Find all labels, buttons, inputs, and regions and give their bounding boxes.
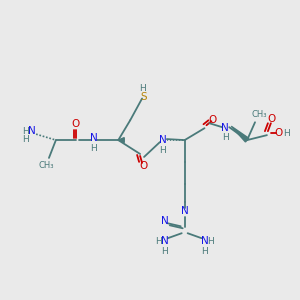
Text: O: O [268,114,276,124]
Text: H: H [201,247,208,256]
Text: H: H [155,237,162,246]
Text: N: N [161,236,169,246]
Text: H: H [207,237,214,246]
Text: O: O [72,119,80,129]
Text: H: H [160,146,166,154]
Text: N: N [90,133,98,143]
Text: O: O [139,161,147,171]
Text: N: N [221,123,229,133]
Text: N: N [28,126,36,136]
Text: H: H [139,84,145,93]
Text: N: N [201,236,208,246]
Text: H: H [161,247,168,256]
Text: H: H [22,127,28,136]
Text: N: N [159,135,167,145]
Text: H: H [22,135,28,144]
Text: S: S [141,92,147,101]
Polygon shape [231,126,249,142]
Text: CH₃: CH₃ [38,161,54,170]
Polygon shape [118,138,124,142]
Text: N: N [161,216,169,226]
Text: H: H [90,143,97,152]
Text: N: N [181,206,189,216]
Text: H: H [283,129,290,138]
Text: H: H [222,133,229,142]
Text: CH₃: CH₃ [251,110,267,119]
Text: O: O [208,115,217,125]
Text: O: O [275,128,283,138]
